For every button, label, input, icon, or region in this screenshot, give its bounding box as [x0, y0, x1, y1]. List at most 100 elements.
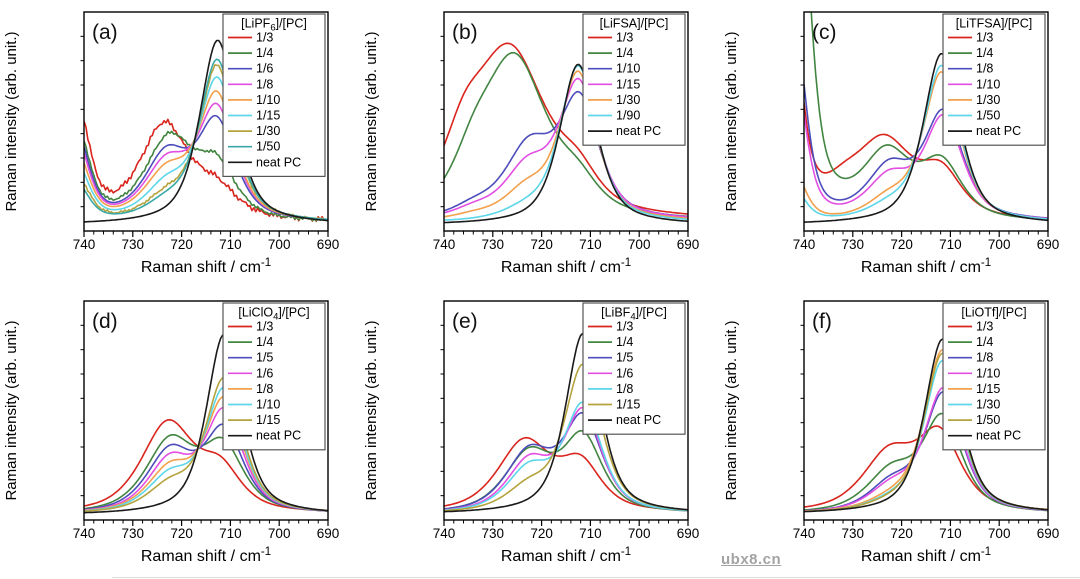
spectra-plot-f: 740 730 720 710 700 690 Raman shift / cm-1 Rama…	[723, 300, 1060, 565]
legend-entry-label: 1/10	[256, 93, 280, 107]
panel-label: (b)	[452, 21, 478, 44]
x-tick-label: 720	[170, 237, 193, 252]
x-tick-label: 700	[988, 237, 1011, 252]
legend-entry-label: 1/5	[616, 351, 633, 365]
panel-label: (d)	[92, 310, 118, 333]
legend-entry-label: 1/6	[256, 366, 273, 380]
x-tick-label: 730	[482, 237, 505, 252]
x-tick-label: 740	[793, 526, 816, 541]
spectrum-curve-a-1-4	[84, 130, 328, 222]
legend-entry-label: 1/3	[256, 31, 273, 45]
spectrum-curve-c-1-4	[810, 12, 1048, 221]
curves-group	[84, 39, 328, 223]
x-tick-label: 720	[890, 237, 913, 252]
legend-entry-label: neat PC	[256, 429, 301, 443]
legend-entry-label: 1/8	[256, 77, 273, 91]
x-tick-label: 730	[842, 526, 865, 541]
spectrum-curve-d-1-15	[84, 376, 328, 512]
legend-entry-label: 1/10	[256, 398, 280, 412]
panel-label: (e)	[452, 310, 478, 333]
legend-entry-label: 1/15	[256, 413, 280, 427]
y-axis-label: Raman intensity (arb. unit.)	[3, 320, 20, 500]
legend-entry-label: 1/15	[616, 77, 640, 91]
y-axis-label: Raman intensity (arb. unit.)	[3, 31, 20, 211]
legend-entry-label: 1/8	[976, 62, 993, 76]
spectrum-curve-a-neat-pc	[84, 39, 328, 223]
legend-entry-label: 1/50	[976, 413, 1000, 427]
legend-box	[222, 13, 326, 177]
legend-entry-label: 1/15	[616, 398, 640, 412]
legend-entry-label: 1/3	[616, 320, 633, 334]
legend-entry-label: 1/10	[976, 77, 1000, 91]
x-tick-label: 740	[73, 237, 96, 252]
panel-c: 740 730 720 710 700 690 Raman shift / cm-1 Rama…	[720, 0, 1080, 289]
watermark: ubx8.cn	[721, 551, 782, 568]
x-tick-label: 740	[433, 526, 456, 541]
legend-entry-label: 1/4	[616, 335, 633, 349]
legend-entry-label: 1/4	[976, 335, 993, 349]
x-tick-label: 690	[317, 526, 340, 541]
legend-entry-label: 1/4	[256, 46, 273, 60]
x-tick-label: 720	[170, 526, 193, 541]
x-axis-label: Raman shift / cm-1	[861, 546, 991, 565]
bottom-divider	[112, 577, 1080, 578]
spectrum-curve-b-1-3	[444, 42, 688, 215]
curves-group	[804, 338, 1048, 513]
plot-border	[443, 11, 689, 232]
spectrum-curve-f-neat-pc	[804, 338, 1048, 513]
legend-entry-label: 1/30	[976, 398, 1000, 412]
x-tick-label: 740	[73, 526, 96, 541]
legend-entry-label: 1/30	[616, 93, 640, 107]
panel-b: 740 730 720 710 700 690 Raman shift / cm-1 Rama…	[360, 0, 720, 289]
legend-box	[582, 13, 686, 146]
x-tick-label: 690	[677, 237, 700, 252]
x-axis-label: Raman shift / cm-1	[501, 257, 631, 276]
x-tick-label: 690	[317, 237, 340, 252]
legend-entry-label: 1/6	[616, 366, 633, 380]
legend-entry-label: 1/6	[256, 62, 273, 76]
x-axis-label: Raman shift / cm-1	[141, 546, 271, 565]
legend-entry-label: 1/50	[976, 109, 1000, 123]
curves-group	[444, 332, 688, 513]
legend-entry-label: 1/50	[256, 140, 280, 154]
legend-entry-label: 1/10	[616, 62, 640, 76]
legend-entry-label: 1/3	[256, 320, 273, 334]
legend-title: [LiBF4]/[PC]	[601, 306, 667, 323]
legend-entry-label: neat PC	[976, 429, 1021, 443]
x-tick-label: 740	[433, 237, 456, 252]
legend-title: [LiTFSA]/[PC]	[956, 17, 1032, 31]
spectra-plot-e: 740 730 720 710 700 690 Raman shift / cm-1 Rama…	[363, 300, 699, 565]
legend-box	[942, 13, 1046, 146]
x-axis-label: Raman shift / cm-1	[501, 546, 631, 565]
spectrum-curve-c-neat-pc	[804, 53, 1048, 223]
spectrum-curve-c-1-50	[804, 64, 1048, 220]
panel-f: 740 730 720 710 700 690 Raman shift / cm-1 Rama…	[720, 289, 1080, 578]
x-tick-label: 730	[122, 237, 145, 252]
legend-entry-label: 1/8	[976, 351, 993, 365]
x-axis-label: Raman shift / cm-1	[861, 257, 991, 276]
legend-box	[222, 302, 326, 451]
spectrum-curve-d-1-3	[84, 419, 328, 512]
plot-border	[803, 300, 1049, 521]
legend-title: [LiClO4]/[PC]	[238, 306, 309, 323]
x-tick-label: 700	[628, 526, 651, 541]
spectrum-curve-b-neat-pc	[444, 63, 688, 224]
legend-entry-label: 1/4	[976, 46, 993, 60]
x-tick-label: 730	[842, 237, 865, 252]
x-tick-label: 690	[1037, 526, 1060, 541]
panel-a: 740 730 720 710 700 690 Raman shift / cm-1 Rama…	[0, 0, 360, 289]
x-tick-label: 690	[1037, 237, 1060, 252]
plot-border	[83, 11, 329, 232]
legend-entry-label: 1/15	[976, 382, 1000, 396]
legend-a: [LiPF6]/[PC]1/31/4 1/61/8 1/10 1/151/30 1/50…	[222, 13, 326, 177]
x-tick-label: 730	[122, 526, 145, 541]
spectrum-curve-e-neat-pc	[444, 332, 688, 513]
panel-d: 740 730 720 710 700 690 Raman shift / cm-1 Rama…	[0, 289, 360, 578]
curves-group	[804, 12, 1048, 223]
x-tick-label: 710	[579, 237, 602, 252]
legend-entry-label: 1/4	[616, 46, 633, 60]
x-tick-label: 700	[628, 237, 651, 252]
